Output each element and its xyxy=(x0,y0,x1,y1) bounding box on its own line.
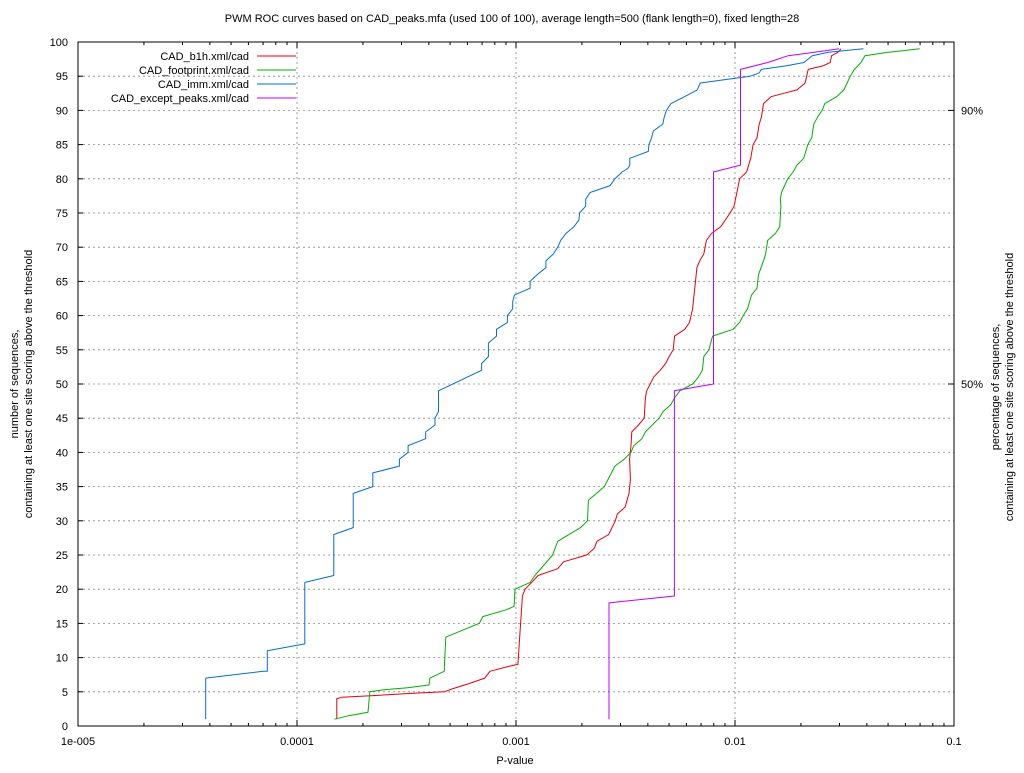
y2-tick-label: 90% xyxy=(961,105,983,117)
legend-label: CAD_b1h.xml/cad xyxy=(160,51,249,63)
chart-title: PWM ROC curves based on CAD_peaks.mfa (u… xyxy=(225,13,799,25)
y-tick-label: 10 xyxy=(56,653,68,665)
y-tick-label: 55 xyxy=(56,345,68,357)
legend-label: CAD_footprint.xml/cad xyxy=(139,65,249,77)
legend-label: CAD_except_peaks.xml/cad xyxy=(111,93,249,105)
y-tick-label: 25 xyxy=(56,550,68,562)
y-tick-label: 95 xyxy=(56,71,68,83)
y-axis-label: number of sequences, containing at least… xyxy=(9,250,35,518)
y-tick-label: 50 xyxy=(56,379,68,391)
x-tick-label: 1e-005 xyxy=(61,736,95,748)
series-line-0 xyxy=(336,48,842,720)
x-tick-label: 0.0001 xyxy=(280,736,314,748)
y-tick-label: 40 xyxy=(56,447,68,459)
y-tick-label: 90 xyxy=(56,105,68,117)
y2-axis-label-line-2: containing at least one site scoring abo… xyxy=(1004,253,1016,521)
grid-lines xyxy=(78,42,954,726)
y-axis-label-line-2: containing at least one site scoring abo… xyxy=(23,250,35,518)
y-tick-label: 65 xyxy=(56,276,68,288)
y2-tick-label: 50% xyxy=(961,379,983,391)
series-line-3 xyxy=(608,48,840,720)
y-tick-label: 15 xyxy=(56,618,68,630)
y-tick-label: 100 xyxy=(50,37,68,49)
y-tick-label: 75 xyxy=(56,208,68,220)
axis-ticks: 0 5 10 15 20 25 30 35 40 45 50 55 60 65 70 75 80 85 90 95 10… xyxy=(50,37,984,748)
y-axis-label-line-1: number of sequences, xyxy=(9,330,21,439)
legend-label: CAD_imm.xml/cad xyxy=(158,79,249,91)
y2-axis-label: percentage of sequences, containing at l… xyxy=(990,253,1016,521)
x-tick-label: 0.01 xyxy=(724,736,745,748)
y-tick-label: 0 xyxy=(62,721,68,733)
series-line-2 xyxy=(205,48,864,720)
y-tick-label: 45 xyxy=(56,413,68,425)
y-tick-label: 85 xyxy=(56,140,68,152)
y2-axis-label-line-1: percentage of sequences, xyxy=(990,324,1002,451)
x-tick-label: 0.001 xyxy=(502,736,530,748)
legend: CAD_b1h.xml/cad CAD_footprint.xml/cad CAD_… xyxy=(111,51,296,105)
series-line-1 xyxy=(334,48,920,720)
x-tick-label: 0.1 xyxy=(946,736,961,748)
series-lines xyxy=(205,48,920,720)
y-tick-label: 30 xyxy=(56,516,68,528)
y-tick-label: 60 xyxy=(56,311,68,323)
y-tick-label: 35 xyxy=(56,482,68,494)
y-tick-label: 70 xyxy=(56,242,68,254)
x-axis-label: P-value xyxy=(496,755,533,767)
y-tick-label: 20 xyxy=(56,584,68,596)
y-tick-label: 5 xyxy=(62,687,68,699)
y-tick-label: 80 xyxy=(56,174,68,186)
